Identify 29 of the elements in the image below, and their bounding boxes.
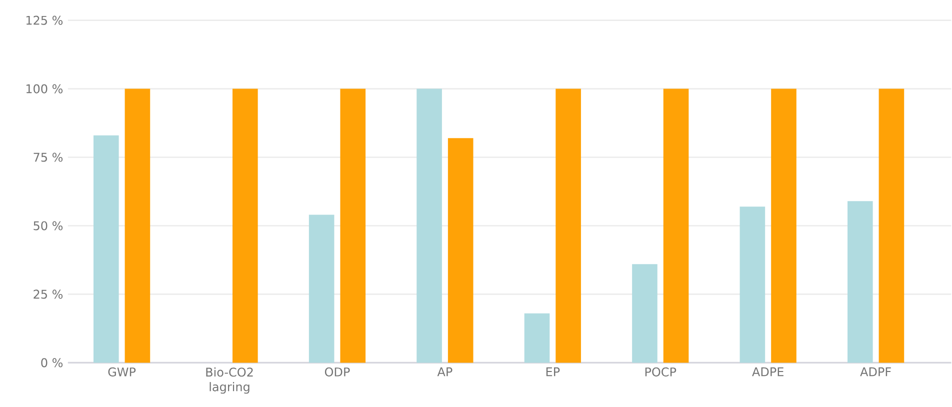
bar (771, 88, 796, 363)
y-tick-label: 75 % (34, 152, 63, 162)
y-tick-label: 0 % (41, 358, 63, 368)
y-tick-label: 100 % (26, 84, 63, 94)
bar (448, 138, 474, 363)
x-tick-label: POCP (645, 368, 676, 377)
bar (556, 88, 581, 363)
bar (663, 88, 689, 363)
y-tick-label: 25 % (34, 290, 63, 299)
x-tick-label: ADPF (860, 368, 891, 376)
bar (416, 88, 442, 363)
x-tick-label: ADPE (752, 368, 784, 376)
y-tick-label: 125 % (26, 16, 63, 26)
bar (632, 264, 658, 363)
x-tick-label: ODP (324, 368, 350, 377)
bar (124, 88, 150, 363)
bar (740, 206, 766, 363)
bar (847, 201, 873, 363)
x-tick-label: EP (546, 368, 560, 376)
x-tick-label: Bio-CO2 lagring (206, 368, 253, 394)
bar (878, 88, 904, 363)
x-tick-label: AP (437, 368, 452, 376)
bar (308, 214, 334, 363)
y-tick-label: 50 % (34, 221, 63, 230)
bar (232, 88, 258, 363)
x-tick-label: GWP (108, 368, 136, 377)
bar (93, 136, 119, 363)
bar (340, 88, 366, 363)
bar (524, 314, 550, 363)
